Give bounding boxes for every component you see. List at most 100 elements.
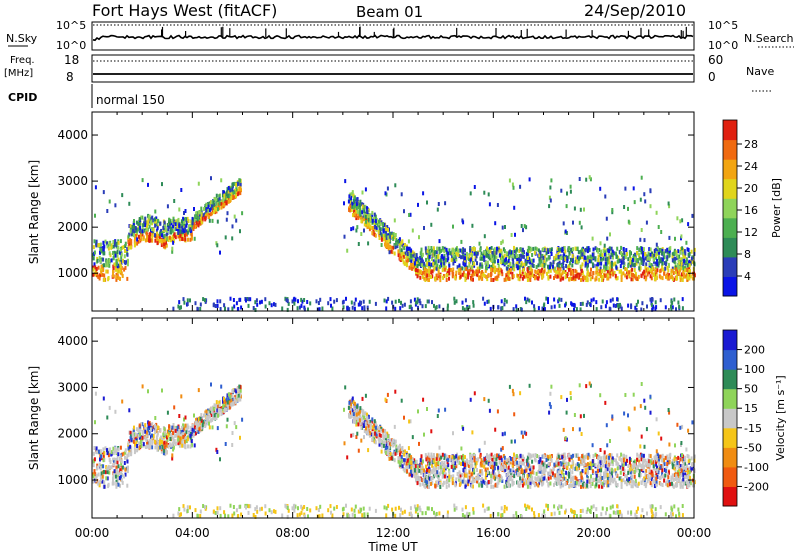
velocity-echo-point — [124, 448, 127, 453]
power-echo-point — [678, 260, 680, 265]
power-echo-point — [536, 247, 539, 252]
power-echo-point — [116, 268, 119, 273]
power-echo-point — [216, 243, 219, 248]
velocity-echo-point — [410, 460, 413, 465]
velocity-echo-point — [133, 446, 136, 451]
velocity-echo-point — [685, 480, 688, 484]
power-echo-point — [473, 247, 476, 251]
power-echo-point — [223, 202, 226, 207]
power-echo-point — [386, 244, 389, 249]
velocity-echo-point — [144, 429, 147, 434]
power-echo-point — [493, 268, 496, 273]
power-echo-point — [598, 261, 601, 266]
velocity-echo-point — [141, 435, 144, 440]
velocity-echo-point — [594, 452, 597, 457]
velocity-echo-point — [410, 473, 413, 478]
velocity-echo-point — [536, 454, 539, 458]
velocity-echo-point — [414, 464, 417, 469]
power-echo-point — [656, 268, 659, 273]
velocity-echo-point — [367, 423, 370, 428]
power-echo-point — [483, 274, 486, 278]
power-echo-point — [473, 263, 476, 268]
power-echo-point — [364, 204, 367, 209]
velocity-echo-point — [384, 446, 387, 451]
power-echo-point — [350, 196, 353, 200]
power-echo-point — [590, 267, 592, 272]
velocity-echo-point — [633, 459, 636, 464]
power-echo-point — [92, 267, 95, 272]
power-echo-point — [488, 202, 491, 207]
power-echo-point — [433, 251, 436, 256]
power-echo-point — [180, 305, 182, 310]
power-echo-point — [653, 273, 655, 277]
power-echo-point — [572, 247, 574, 252]
velocity-echo-point — [185, 427, 188, 432]
power-echo-point — [100, 257, 103, 262]
power-echo-point — [678, 265, 681, 270]
power-echo-point — [353, 301, 356, 306]
velocity-echo-point — [518, 460, 521, 465]
power-echo-point — [426, 252, 429, 256]
power-echo-point — [551, 264, 554, 269]
power-echo-point — [432, 252, 435, 257]
power-echo-point — [656, 246, 659, 251]
power-echo-point — [462, 270, 465, 275]
power-echo-point — [195, 214, 198, 219]
velocity-echo-point — [462, 453, 465, 458]
power-echo-point — [399, 245, 402, 250]
power-echo-point — [93, 262, 96, 267]
velocity-echo-point — [190, 443, 193, 448]
power-echo-point — [525, 225, 528, 230]
velocity-echo-point — [178, 433, 181, 438]
power-echo-point — [511, 182, 514, 187]
power-echo-point — [140, 215, 143, 220]
power-echo-point — [643, 192, 646, 197]
velocity-echo-point — [348, 403, 351, 408]
colorbar-cell — [723, 237, 737, 258]
power-echo-point — [400, 252, 403, 257]
power-echo-point — [202, 297, 205, 302]
power-echo-point — [413, 297, 416, 302]
power-echo-point — [687, 222, 690, 227]
power-echo-point — [584, 275, 587, 280]
power-echo-point — [560, 188, 563, 193]
power-echo-point — [570, 301, 573, 306]
power-echo-point — [102, 257, 105, 262]
power-echo-point — [532, 264, 535, 268]
power-echo-point — [99, 242, 102, 247]
power-echo-point — [145, 226, 148, 231]
power-echo-point — [170, 226, 173, 231]
power-echo-point — [114, 267, 117, 272]
power-echo-point — [116, 253, 119, 258]
velocity-echo-point — [165, 450, 168, 455]
power-echo-point — [112, 251, 115, 255]
power-echo-point — [666, 250, 669, 255]
power-echo-point — [521, 276, 524, 281]
power-echo-point — [668, 235, 671, 240]
power-echo-point — [144, 238, 147, 243]
power-echo-point — [548, 195, 551, 200]
velocity-echo-point — [116, 471, 119, 475]
power-echo-point — [515, 247, 518, 252]
power-echo-point — [516, 257, 519, 262]
power-echo-point — [618, 258, 621, 263]
power-echo-point — [163, 220, 166, 225]
power-echo-point — [541, 263, 544, 268]
power-echo-point — [370, 225, 373, 230]
nsearch-tick-top: 10^5 — [708, 19, 738, 32]
power-echo-point — [451, 274, 454, 279]
velocity-echo-point — [404, 449, 406, 454]
power-echo-point — [438, 250, 441, 255]
power-echo-point — [306, 300, 309, 304]
power-echo-point — [171, 246, 174, 251]
power-echo-point — [421, 271, 423, 276]
velocity-echo-point — [130, 449, 133, 454]
power-echo-point — [566, 258, 569, 263]
power-echo-point — [402, 255, 405, 260]
velocity-echo-point — [176, 425, 179, 430]
power-echo-point — [106, 209, 109, 213]
power-echo-point — [537, 276, 540, 281]
power-echo-point — [196, 306, 199, 311]
power-echo-point — [574, 256, 577, 261]
power-echo-point — [106, 263, 109, 268]
